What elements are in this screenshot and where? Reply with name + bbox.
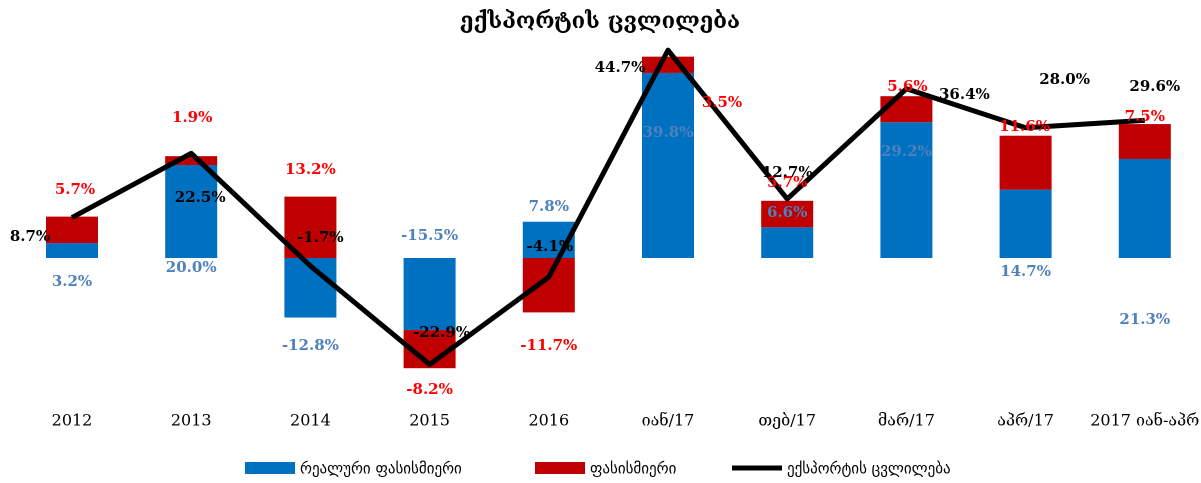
data-label: 8.7% — [10, 227, 50, 245]
data-label: 12.7% — [762, 163, 813, 181]
data-label: 29.6% — [1129, 77, 1180, 95]
legend-label: ექსპორტის ცვლილება — [787, 460, 951, 478]
x-tick-label: თებ/17 — [758, 411, 816, 430]
x-tick-label: 2016 — [528, 411, 569, 430]
data-label: 3.2% — [52, 272, 92, 290]
data-label: 28.0% — [1039, 70, 1090, 88]
data-label: 11.6% — [999, 117, 1050, 135]
bar — [46, 216, 98, 244]
bar — [761, 200, 814, 228]
x-tick-label: მარ/17 — [878, 411, 935, 430]
data-label: -8.2% — [406, 380, 453, 398]
x-tick-label: აპრ/17 — [997, 411, 1054, 430]
line — [70, 47, 1145, 367]
data-label: 5.6% — [887, 77, 927, 95]
data-label: 5.7% — [767, 173, 807, 191]
bar — [1118, 158, 1171, 258]
data-label: 7.8% — [529, 197, 569, 215]
x-tick-label: 2012 — [52, 411, 93, 430]
x-tick-label: 2013 — [171, 411, 212, 430]
x-tick-label: 2015 — [409, 411, 450, 430]
data-label: 5.7% — [55, 180, 95, 198]
data-label: 21.3% — [1119, 310, 1170, 328]
legend-swatch — [535, 462, 585, 474]
data-label: -22.9% — [413, 323, 470, 341]
data-label: 3.5% — [702, 93, 742, 111]
data-label: 13.2% — [285, 160, 336, 178]
bar — [642, 72, 694, 259]
x-tick-label: 2017 იან-აპრ — [1090, 411, 1199, 430]
bar — [999, 189, 1052, 258]
bar — [761, 227, 814, 258]
data-label: 6.6% — [767, 203, 807, 221]
data-label: 44.7% — [595, 58, 646, 76]
legend-swatch — [245, 462, 295, 474]
data-label: 29.2% — [881, 142, 932, 160]
data-label: 39.8% — [643, 123, 694, 141]
x-tick-label: იან/17 — [642, 411, 695, 430]
bar — [999, 135, 1052, 190]
legend-label: ფასისმიერი — [590, 460, 677, 478]
chart-title: ექსპორტის ცვლილება — [460, 8, 740, 34]
bar — [165, 156, 218, 165]
data-label: 14.7% — [1000, 262, 1051, 280]
data-label: 20.0% — [166, 258, 217, 276]
bar — [880, 122, 933, 258]
x-tick-label: 2014 — [290, 411, 331, 430]
data-label: -15.5% — [401, 226, 458, 244]
bar — [522, 258, 575, 313]
data-label: 7.5% — [1125, 107, 1165, 125]
bar — [403, 258, 456, 331]
data-label: 22.5% — [175, 188, 226, 206]
data-label: -12.8% — [282, 336, 339, 354]
data-label: -1.7% — [297, 228, 344, 246]
bar — [880, 96, 933, 123]
data-label: 1.9% — [172, 108, 212, 126]
data-label: -11.7% — [520, 336, 577, 354]
data-label: -4.1% — [527, 237, 574, 255]
bar — [1118, 124, 1171, 159]
bar — [46, 243, 98, 258]
legend-label: რეალური ფასისმიერი — [300, 460, 462, 478]
data-label: 36.4% — [939, 85, 990, 103]
bar — [165, 165, 218, 258]
